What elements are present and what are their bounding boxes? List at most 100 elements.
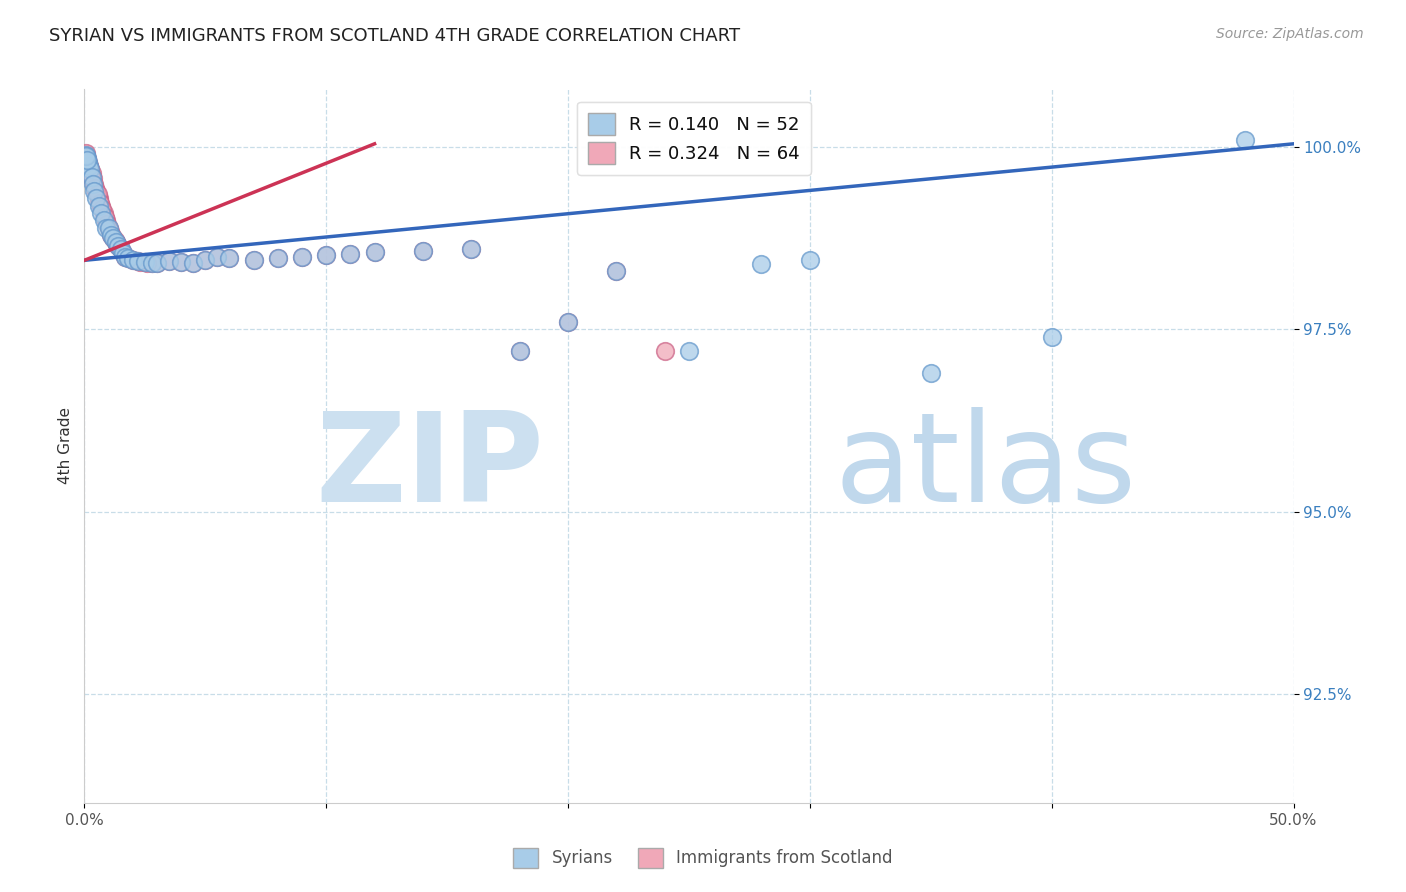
Point bbox=[157, 254, 180, 268]
Point bbox=[98, 224, 121, 238]
Point bbox=[121, 253, 143, 268]
Point bbox=[87, 193, 110, 207]
Point bbox=[82, 171, 104, 186]
Point bbox=[141, 255, 163, 269]
Point bbox=[103, 231, 125, 245]
Point bbox=[170, 254, 193, 268]
Point bbox=[79, 162, 101, 177]
Point bbox=[920, 366, 942, 380]
Point bbox=[86, 191, 108, 205]
Point bbox=[557, 315, 579, 329]
Point bbox=[100, 227, 122, 242]
Point bbox=[94, 220, 117, 235]
Point bbox=[86, 187, 108, 202]
Point bbox=[170, 254, 193, 268]
Point bbox=[77, 155, 100, 169]
Point bbox=[75, 146, 97, 161]
Point bbox=[121, 253, 143, 268]
Point bbox=[104, 233, 127, 247]
Point bbox=[87, 199, 110, 213]
Point bbox=[157, 254, 180, 268]
Point bbox=[460, 243, 482, 257]
Point bbox=[96, 217, 118, 231]
Point bbox=[76, 152, 98, 166]
Point bbox=[181, 255, 204, 269]
Point bbox=[84, 181, 107, 195]
Point bbox=[79, 162, 101, 177]
Point bbox=[181, 255, 204, 269]
Legend: Syrians, Immigrants from Scotland: Syrians, Immigrants from Scotland bbox=[506, 841, 900, 875]
Point bbox=[114, 250, 136, 264]
Point bbox=[110, 243, 132, 257]
Point bbox=[82, 177, 104, 191]
Point bbox=[194, 253, 217, 268]
Point bbox=[76, 153, 98, 167]
Point bbox=[101, 229, 124, 244]
Point bbox=[194, 253, 217, 268]
Point bbox=[509, 344, 531, 359]
Point bbox=[90, 199, 112, 213]
Y-axis label: 4th Grade: 4th Grade bbox=[58, 408, 73, 484]
Point bbox=[80, 169, 103, 184]
Point bbox=[103, 231, 125, 245]
Point bbox=[1234, 133, 1257, 147]
Point bbox=[75, 149, 97, 163]
Point bbox=[107, 239, 129, 253]
Point bbox=[129, 254, 152, 268]
Point bbox=[97, 220, 120, 235]
Point bbox=[1040, 330, 1063, 344]
Point bbox=[146, 256, 169, 270]
Point bbox=[460, 243, 482, 257]
Point bbox=[363, 245, 385, 260]
Point bbox=[117, 251, 139, 265]
Point bbox=[77, 159, 100, 173]
Point bbox=[93, 213, 115, 227]
Point bbox=[94, 210, 117, 224]
Point bbox=[267, 251, 290, 265]
Text: atlas: atlas bbox=[834, 407, 1136, 528]
Point bbox=[127, 254, 149, 268]
Point bbox=[79, 162, 101, 177]
Point bbox=[799, 253, 821, 268]
Point bbox=[105, 236, 128, 251]
Point bbox=[654, 344, 676, 359]
Point bbox=[83, 184, 105, 198]
Point bbox=[291, 250, 314, 264]
Point bbox=[90, 206, 112, 220]
Point bbox=[107, 239, 129, 253]
Point bbox=[605, 264, 627, 278]
Point bbox=[112, 246, 135, 260]
Point bbox=[605, 264, 627, 278]
Text: ZIP: ZIP bbox=[315, 407, 544, 528]
Point bbox=[117, 251, 139, 265]
Point bbox=[110, 243, 132, 257]
Point bbox=[77, 159, 100, 173]
Point bbox=[242, 252, 264, 267]
Point bbox=[134, 254, 156, 268]
Point bbox=[242, 252, 264, 267]
Point bbox=[80, 169, 103, 184]
Point bbox=[94, 213, 117, 227]
Point bbox=[267, 251, 290, 265]
Point bbox=[136, 255, 159, 269]
Point bbox=[315, 248, 337, 262]
Point bbox=[146, 256, 169, 270]
Point bbox=[218, 251, 240, 265]
Point bbox=[557, 315, 579, 329]
Point bbox=[86, 184, 108, 198]
Text: Source: ZipAtlas.com: Source: ZipAtlas.com bbox=[1216, 27, 1364, 41]
Point bbox=[89, 195, 111, 210]
Point bbox=[114, 250, 136, 264]
Point bbox=[127, 254, 149, 268]
Point bbox=[93, 206, 115, 220]
Point bbox=[91, 202, 114, 217]
Point bbox=[76, 153, 98, 167]
Point bbox=[83, 177, 105, 191]
Point bbox=[412, 244, 434, 258]
Point bbox=[291, 250, 314, 264]
Point bbox=[77, 155, 100, 169]
Point bbox=[134, 254, 156, 268]
Point bbox=[207, 250, 229, 264]
Point bbox=[315, 248, 337, 262]
Point bbox=[751, 257, 773, 271]
